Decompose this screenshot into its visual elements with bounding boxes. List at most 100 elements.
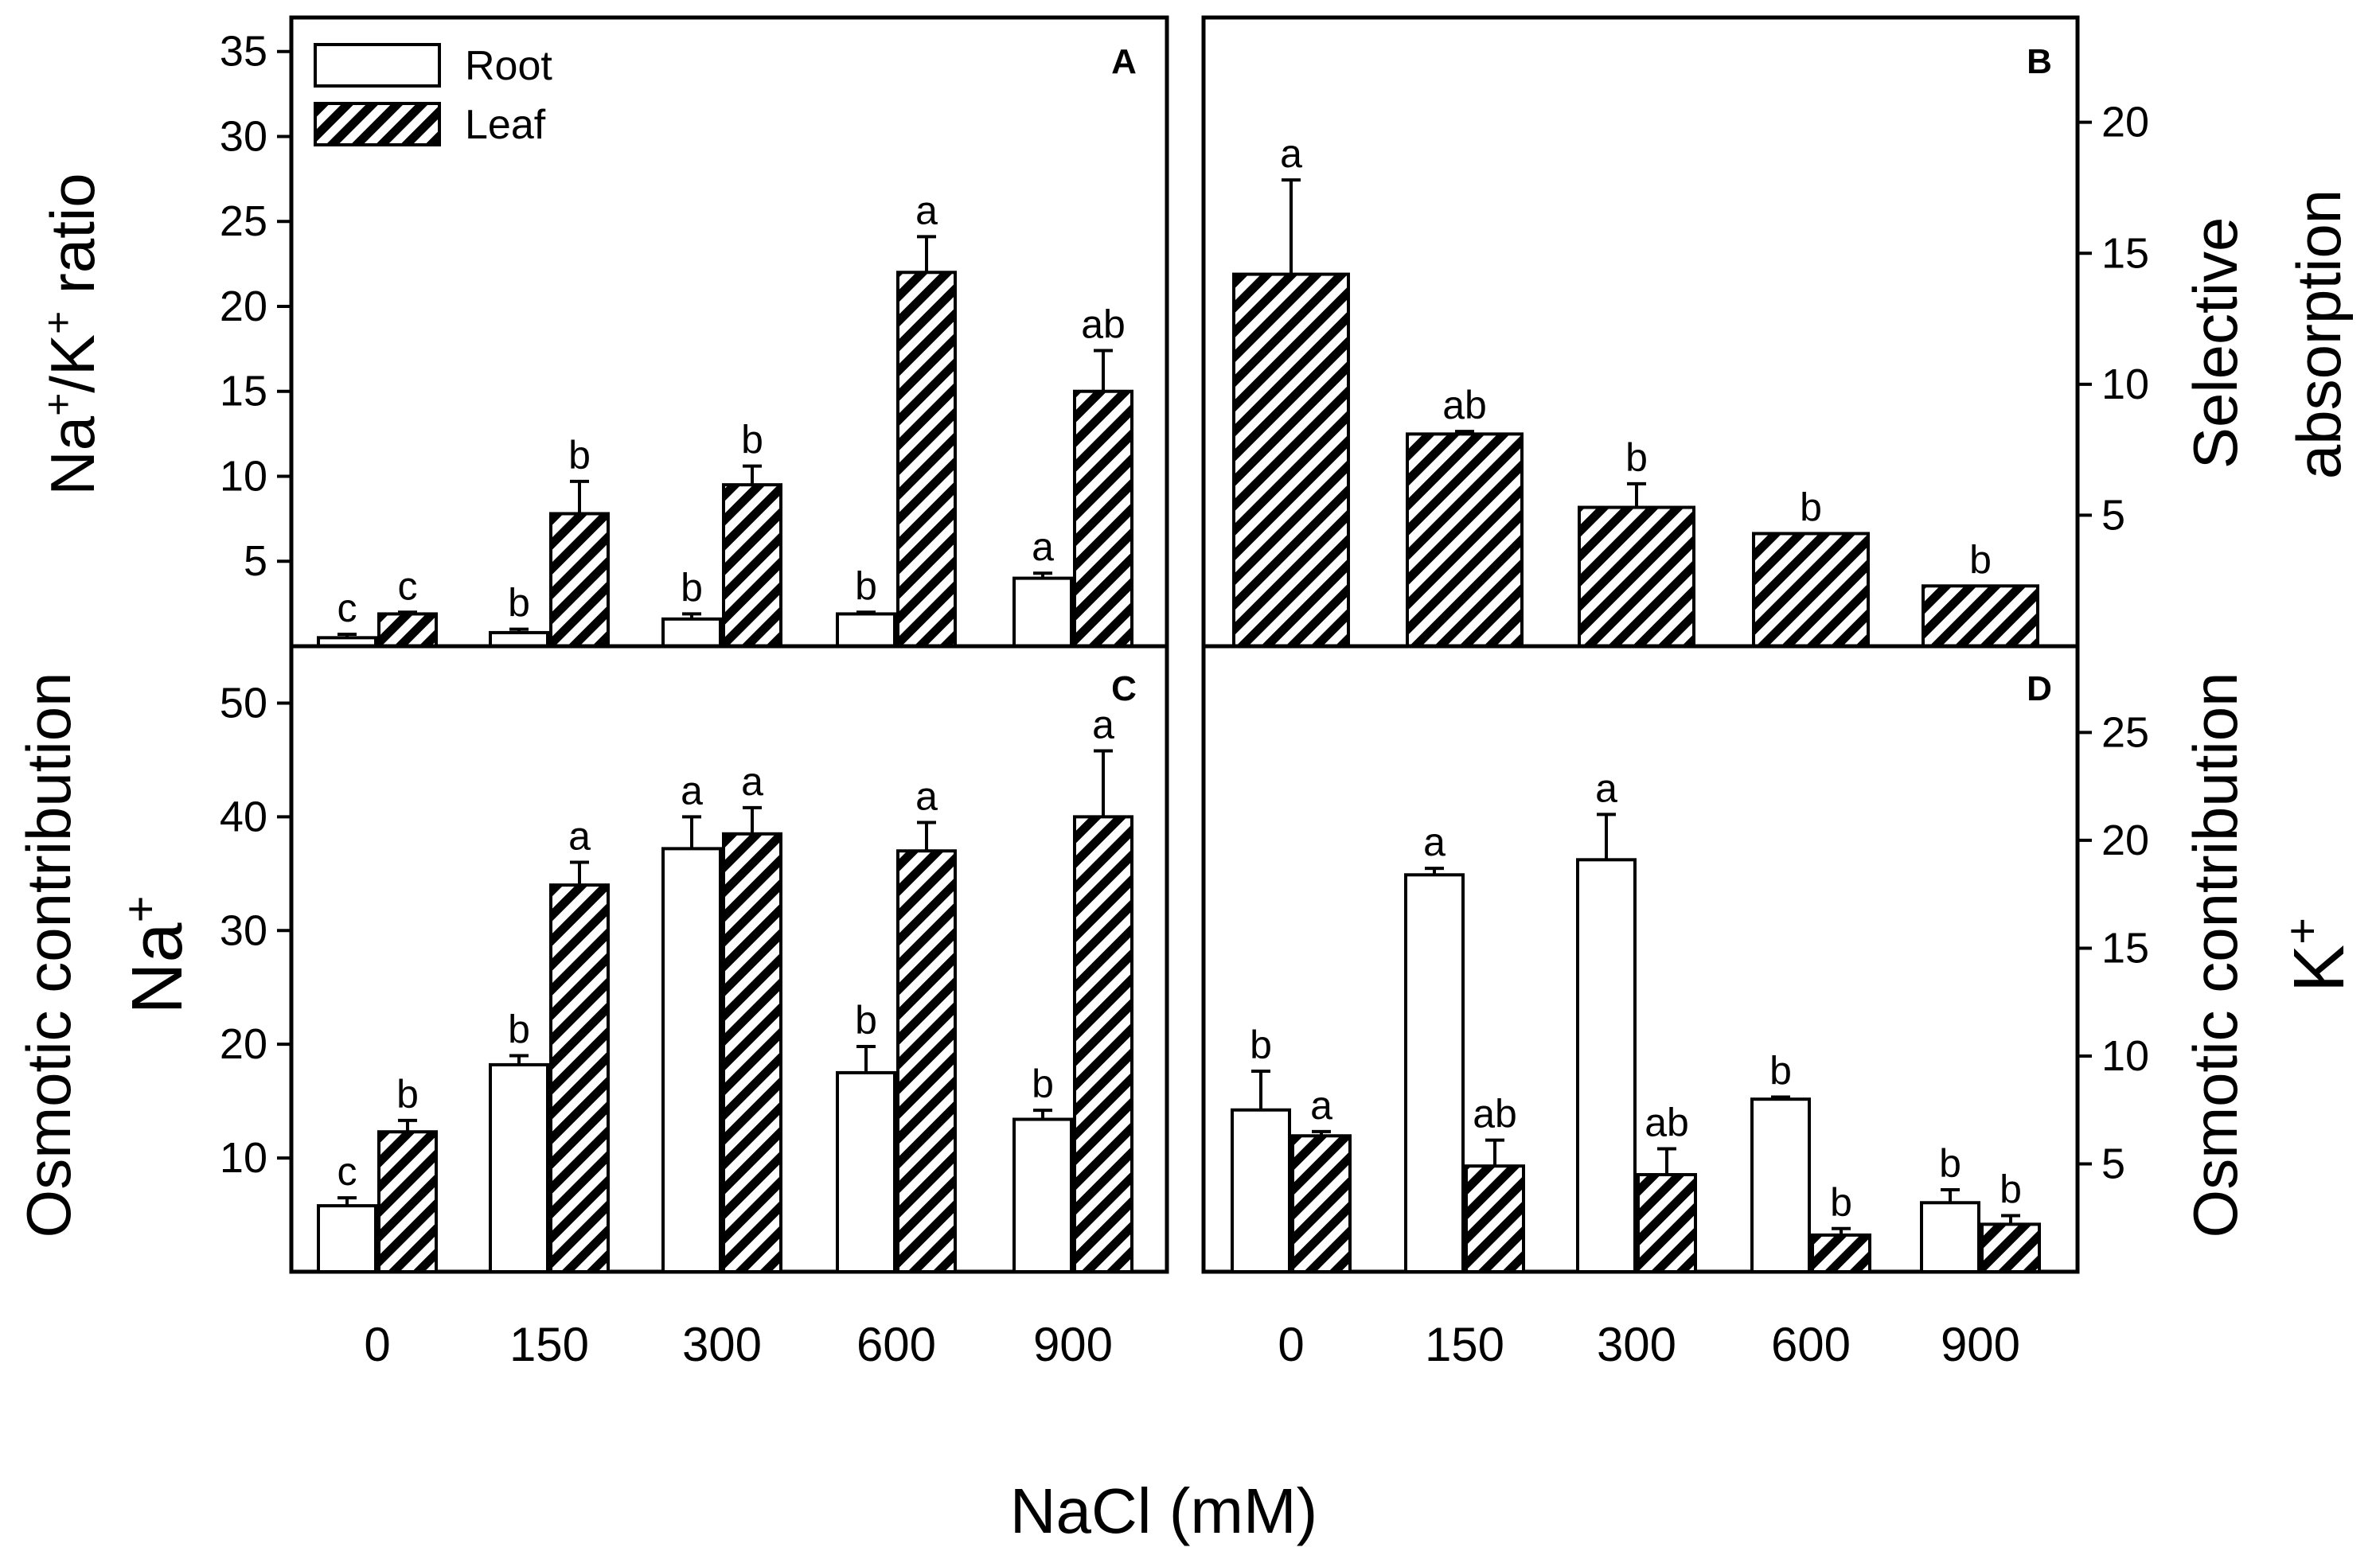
panel-d-bar-leaf-0	[1291, 1134, 1352, 1274]
panel-c-sig-letter: b	[1032, 1062, 1054, 1106]
panel-c-bar-leaf-900	[1073, 815, 1133, 1273]
panel-d-sig-letter: ab	[1645, 1101, 1689, 1145]
panel-d-ytick-label: 10	[2101, 1032, 2149, 1080]
panel-c-ylabel: Osmotic contribution	[14, 672, 84, 1238]
panel-a-bar-root-900	[1012, 576, 1073, 649]
panel-d-sig-letter: b	[1769, 1048, 1792, 1093]
legend-leaf-swatch	[314, 102, 441, 146]
panel-b: B 5 10 15 20 a ab b b b Selective absorption	[1201, 15, 2354, 649]
panel-a-sig-letter: b	[741, 418, 763, 462]
panel-c-bar-root-150	[489, 1062, 549, 1273]
panel-c-bar-root-0	[317, 1204, 377, 1273]
panel-b-sig-letter: b	[1969, 537, 1992, 582]
panel-b-bar-leaf-150	[1406, 432, 1524, 648]
panel-b-sig-letter: b	[1800, 485, 1822, 529]
panel-b-bar-leaf-900	[1922, 584, 2039, 649]
panel-c-sig-letter: b	[855, 998, 877, 1043]
x-category-label: 900	[1941, 1318, 2020, 1371]
panel-a-bars: c b b b a c b b a ab	[317, 188, 1133, 649]
panel-d-sig-letter: ab	[1473, 1092, 1517, 1136]
panel-d-ytick-label: 15	[2101, 924, 2149, 972]
x-axis-categories: 0 150 300 600 900 0 150 300 600 900	[364, 1318, 2020, 1371]
panel-d-sig-letter: b	[1939, 1141, 1961, 1186]
panel-a-sig-letter: b	[681, 565, 703, 610]
panel-c-bar-root-900	[1012, 1117, 1073, 1274]
legend: Root Leaf	[314, 43, 552, 148]
panel-a-sig-letter: c	[337, 586, 357, 630]
panel-d-bar-leaf-600	[1811, 1233, 1871, 1274]
panel-b-ytick-label: 20	[2101, 99, 2149, 146]
panel-c-sig-letter: a	[741, 759, 763, 804]
panel-a-bar-root-300	[661, 617, 722, 648]
panel-a: A 5 10 15 20 25 30 35 c b b b a c b b a ab Na+/K+ ratio…	[36, 15, 1169, 649]
panel-c-ytick-label: 20	[220, 1020, 267, 1068]
panel-c-bar-root-600	[836, 1070, 896, 1273]
panel-a-ytick-label: 30	[220, 112, 267, 160]
panel-a-ylabel: Na+/K+ ratio	[36, 173, 107, 495]
x-category-label: 0	[1278, 1318, 1304, 1371]
panel-c-ytick-label: 40	[220, 793, 267, 840]
panel-a-ytick-label: 20	[220, 283, 267, 330]
x-category-label: 600	[856, 1318, 936, 1371]
panel-d-bar-root-300	[1576, 858, 1637, 1273]
panel-d-y-axis: 5 10 15 20 25	[2078, 708, 2149, 1187]
panel-a-sig-letter: ab	[1081, 302, 1126, 346]
panel-a-bar-leaf-150	[549, 512, 610, 649]
panel-c-y-axis: 10 20 30 40 50	[220, 679, 291, 1182]
panel-a-ytick-label: 25	[220, 197, 267, 245]
panel-d-bar-leaf-150	[1465, 1164, 1525, 1274]
x-category-label: 300	[682, 1318, 762, 1371]
panel-d-ytick-label: 20	[2101, 817, 2149, 864]
panel-b-ylabel: Selective absorption	[2180, 189, 2354, 479]
panel-d-bar-leaf-300	[1637, 1173, 1697, 1273]
panel-c-ytick-label: 50	[220, 679, 267, 727]
panel-a-bar-root-150	[489, 630, 549, 649]
legend-root-label: Root	[465, 43, 552, 89]
panel-c-sig-letter: a	[915, 774, 938, 819]
panel-a-bar-leaf-300	[722, 483, 782, 649]
panel-a-ytick-label: 5	[244, 537, 267, 585]
panel-c-sig-letter: a	[681, 768, 703, 813]
panel-c-ytick-label: 30	[220, 906, 267, 954]
panel-c-ylabel-ion: Na+	[115, 896, 198, 1015]
panel-c-sig-letter: a	[568, 814, 591, 859]
panel-b-bar-leaf-600	[1752, 532, 1870, 648]
panel-c-sig-letter: c	[337, 1149, 357, 1194]
panel-a-ytick-label: 35	[220, 28, 267, 76]
panel-c-bar-leaf-600	[896, 849, 957, 1273]
panel-a-sig-letter: a	[1032, 524, 1054, 569]
x-category-label: 300	[1597, 1318, 1676, 1371]
panel-b-sig-letter: b	[1625, 435, 1648, 480]
panel-c-label: C	[1111, 669, 1137, 708]
x-axis-label: NaCl (mM)	[1010, 1475, 1318, 1546]
panel-d-sig-letter: b	[1830, 1180, 1852, 1225]
panel-b-bar-leaf-300	[1578, 505, 1695, 649]
panel-d-sig-letter: b	[1250, 1023, 1272, 1067]
panel-c-bar-leaf-150	[549, 883, 610, 1274]
panel-a-ytick-label: 10	[220, 452, 267, 500]
panel-b-ytick-label: 10	[2101, 361, 2149, 408]
panel-a-sig-letter: c	[398, 563, 418, 608]
panel-a-sig-letter: b	[508, 581, 530, 626]
panel-b-y-axis: 5 10 15 20	[2078, 99, 2149, 539]
panel-d-bar-root-150	[1404, 873, 1465, 1273]
panel-a-sig-letter: a	[915, 188, 938, 232]
x-category-label: 150	[509, 1318, 589, 1371]
panel-b-bar-leaf-0	[1232, 272, 1350, 648]
panel-a-bar-leaf-0	[377, 612, 438, 648]
panel-b-label: B	[2027, 42, 2052, 81]
panel-a-ytick-label: 15	[220, 368, 267, 415]
panel-a-sig-letter: b	[568, 433, 591, 477]
panel-d-ytick-label: 25	[2101, 708, 2149, 756]
panel-b-sig-letter: ab	[1442, 383, 1487, 427]
panel-c-ytick-label: 10	[220, 1134, 267, 1182]
panel-d-ytick-label: 5	[2101, 1140, 2125, 1187]
x-category-label: 150	[1425, 1318, 1504, 1371]
panel-a-y-axis: 5 10 15 20 25 30 35	[220, 28, 291, 585]
panel-c-sig-letter: a	[1092, 702, 1114, 746]
